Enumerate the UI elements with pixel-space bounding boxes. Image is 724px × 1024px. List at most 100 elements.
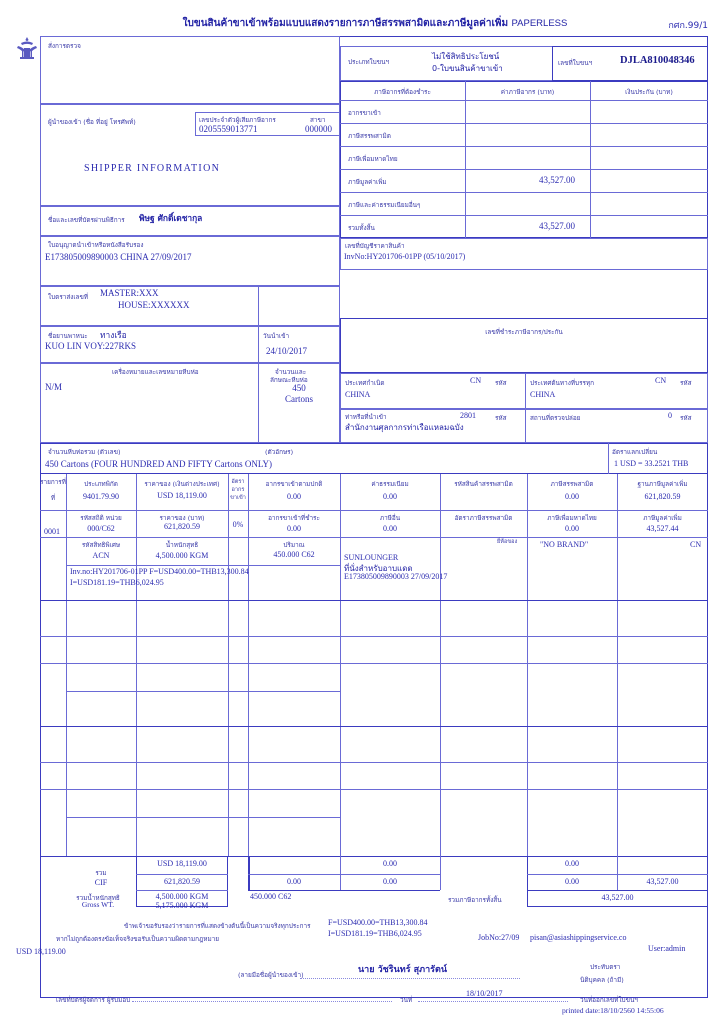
declaration-type-value-2: 0-ใบขนสินค้าขาเข้า <box>432 64 503 73</box>
grand-total-value: 43,527.00 <box>601 893 634 902</box>
tax-row-line-4 <box>340 192 708 193</box>
pkg-label-2: ลักษณะหีบห่อ <box>270 376 308 384</box>
invoice-box <box>340 238 708 270</box>
totals-excise-bottom: 0.00 <box>565 877 579 886</box>
grid-v-6 <box>527 474 528 856</box>
total-packages-strip <box>40 443 708 474</box>
col-excise-tax: ภาษีสรรพสามิต <box>550 480 594 488</box>
tax-row-label-2: ภาษีเพื่อมหาดไทย <box>348 155 398 163</box>
exchange-label: อัตราแลกเปลี่ยน <box>612 448 658 456</box>
origin-country-code: CN <box>470 376 482 385</box>
arrival-date: 24/10/2017 <box>266 346 308 356</box>
permit-label: ใบอนุญาตนำเข้าหรือหนังสือรับรอง <box>48 241 144 249</box>
vessel-name: KUO LIN VOY:227RKS <box>45 341 137 351</box>
item-seq: 0001 <box>44 527 60 536</box>
footer-email: pisan@asiashippingservice.co <box>530 933 627 942</box>
tax-row-line-0 <box>340 100 708 101</box>
item-other-tax: 0.00 <box>383 524 397 533</box>
totals-tax-div <box>617 856 618 890</box>
vessel-box <box>40 326 340 363</box>
totals-tax-line-2 <box>527 890 708 891</box>
col-vat-base: ฐานภาษีมูลค่าเพิ่ม <box>637 480 688 488</box>
item2-line-1 <box>40 636 708 637</box>
port-label: ท่าหรือที่นำเข้า <box>345 413 387 421</box>
declaration-no-label: เลขที่ใบขนฯ <box>558 59 593 67</box>
tax-col-header-3: เงินประกัน (บาท) <box>625 88 673 96</box>
item-duty-normal: 0.00 <box>287 492 301 501</box>
exchange-divider <box>608 443 609 474</box>
broker-value: พิษฐ ศักดิ์เดชากุล <box>139 213 203 223</box>
bill-label: ใบตราส่งเลขที่ <box>48 293 89 301</box>
importer-label: ผู้นำของเข้า (ชื่อ ที่อยู่ โทรศัพท์) <box>48 118 136 126</box>
item3-bottom <box>40 856 708 857</box>
item-fee: 0.00 <box>383 492 397 501</box>
totals-cif-label: CIF <box>94 878 108 887</box>
date-line <box>418 1001 568 1002</box>
col-net-weight: น้ำหนักสุทธิ <box>165 541 199 549</box>
item1-line-2 <box>40 537 708 538</box>
item3-line-3 <box>66 817 340 818</box>
declaration-frame <box>40 36 708 998</box>
col-duty-rate-1: อัตรา <box>231 479 245 485</box>
bill-box <box>40 286 340 326</box>
inspection-order-box <box>40 36 340 104</box>
item-note-1: Inv.no:HY201706-01PP F=USD400.00=THB13,3… <box>70 567 249 576</box>
item-interior-tax: 0.00 <box>565 524 579 533</box>
tax-row-amount-3: 43,527.00 <box>539 175 575 185</box>
origin-country-label: ประเทศกำเนิด <box>345 379 385 387</box>
total-packages-value: 450 Cartons (FOUR HUNDRED AND FIFTY Cart… <box>45 459 273 469</box>
totals-excise-top: 0.00 <box>565 859 579 868</box>
col-other-tax: ภาษีอื่น <box>379 514 401 522</box>
importer-name: SHIPPER INFORMATION <box>84 163 221 174</box>
marks-value: N/M <box>45 382 63 392</box>
origin-divider <box>525 373 526 443</box>
signature-label: (ลายมือชื่อผู้นำของเข้า) <box>238 971 304 979</box>
item-note-2: I=USD181.19=THB6,024.95 <box>70 578 164 587</box>
port-code-word: รหัส <box>495 414 507 422</box>
col-fee: ค่าธรรมเนียม <box>371 480 409 488</box>
page-title-thai: ใบขนสินค้าขาเข้าพร้อมแบบแสดงรายการภาษีสร… <box>182 18 509 29</box>
tax-table <box>340 81 708 238</box>
marks-box <box>40 363 340 443</box>
inspect-code-word: รหัส <box>680 414 692 422</box>
declaration-no-box <box>552 46 708 81</box>
footer-printed: printed date:18/10/2560 14:55:06 <box>562 1006 664 1015</box>
item2-bottom <box>40 726 708 727</box>
footer-date-label: วันที่ <box>400 996 413 1004</box>
grid-v-2 <box>228 474 229 856</box>
total-packages-words-label: (ตัวอักษร) <box>265 448 294 456</box>
card-label: เลขที่บัตรผู้จัดการ ผู้รับมอบ <box>56 996 131 1004</box>
invoice-label: เลขที่บัญชีราคาสินค้า <box>345 242 405 250</box>
totals-label: รวม <box>95 869 107 877</box>
item-brand: "NO BRAND" <box>540 540 589 549</box>
item-quantity: 450.000 C62 <box>273 550 315 559</box>
tax-row-line-3 <box>340 169 708 170</box>
item-privilege: ACN <box>92 551 110 560</box>
tax-row-line-1 <box>340 123 708 124</box>
item-vat: 43,527.44 <box>646 524 679 533</box>
garuda-emblem-icon <box>17 37 37 59</box>
item-desc-ref: E173805009890003 27/09/2017 <box>344 572 448 581</box>
col-interior-tax: ภาษีเพื่อมหาดไทย <box>547 514 597 522</box>
col-duty-rate-2: อากร <box>231 487 245 493</box>
cert-line-2: หากไม่ถูกต้องตรงข้อเท็จจริงขอรับเป็นความ… <box>56 935 220 943</box>
taxid-box <box>195 112 340 136</box>
col-price-fx: ราคาของ (เงินต่างประเทศ) <box>144 480 220 488</box>
pkg-label-1: จำนวนและ <box>275 368 307 376</box>
payment-ref-box <box>340 318 708 373</box>
totals-weight-label: รวมน้ำหนักสุทธิ <box>76 894 120 902</box>
totals-line-mid2 <box>248 890 440 891</box>
col-quantity: ปริมาณ <box>283 541 305 549</box>
bill-house: HOUSE:XXXXXX <box>118 300 190 310</box>
col-vat: ภาษีมูลค่าเพิ่ม <box>643 514 682 522</box>
totals-price-thb: 621,820.59 <box>164 877 200 886</box>
bill-divider <box>258 286 259 326</box>
branch-label: สาขา <box>310 116 326 124</box>
grid-v-4 <box>340 474 341 856</box>
permit-value: E173805009890003 CHINA 27/09/2017 <box>45 252 192 262</box>
stamp-note: นิติบุคคล (ถ้ามี) <box>580 976 624 984</box>
tax-row-label-1: ภาษีสรรพสามิต <box>348 132 391 140</box>
item2-line-3 <box>66 691 340 692</box>
page-title-paperless: PAPERLESS <box>511 18 568 29</box>
total-packages-label: จำนวนหีบห่อรวม (ตัวเลข) <box>48 448 121 456</box>
